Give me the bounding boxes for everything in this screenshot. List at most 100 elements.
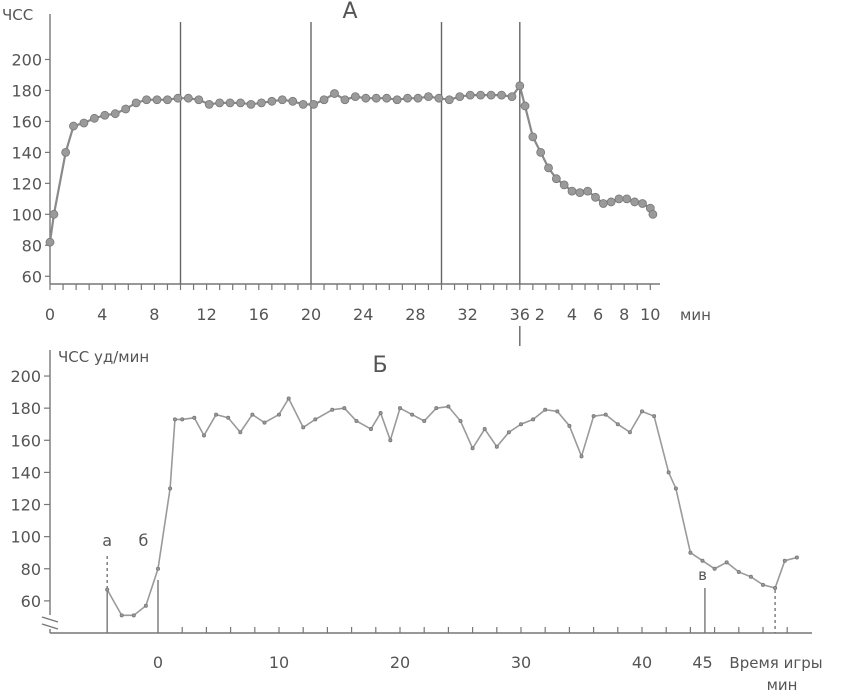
panel-a-x-tick-label: 36 (510, 305, 530, 324)
panel-b-y-tick-label: 180 (10, 399, 41, 418)
panel-b-y-tick-label: 200 (10, 367, 41, 386)
panel-a-data-point (606, 197, 616, 207)
panel-a-data-point (194, 95, 204, 105)
panel-b-data-point (712, 566, 717, 571)
panel-b-data-point (238, 430, 243, 435)
panel-a-data-point (61, 147, 71, 157)
panel-b-data-point (301, 425, 306, 430)
panel-b-data-point (180, 417, 185, 422)
panel-b-y-tick-label: 160 (10, 431, 41, 450)
panel-a-data-point (277, 95, 287, 105)
panel-b-annotation: б (139, 531, 149, 550)
panel-a-x-tick-label: 6 (593, 305, 603, 324)
panel-b-data-point (262, 420, 267, 425)
panel-b-x-tick-label: 20 (390, 653, 410, 672)
panel-a-data-point (622, 194, 632, 204)
panel-a-data-point (520, 101, 530, 111)
panel-b-annotation: в (698, 566, 707, 584)
panel-b-data-point (201, 433, 206, 438)
panel-a-data-point (536, 147, 546, 157)
panel-b-data-point (214, 412, 219, 417)
panel-b-data-point (342, 406, 347, 411)
panel-b-title: Б (372, 353, 387, 378)
panel-a-data-point (288, 96, 298, 106)
panel-b-y-tick-label: 140 (10, 463, 41, 482)
panel-b-data-point (286, 396, 291, 401)
panel-a-data-point (598, 199, 608, 208)
panel-b-data-point (494, 444, 499, 449)
panel-a-x-tick-label: 28 (405, 305, 425, 324)
panel-a-y-tick-label: 200 (11, 50, 42, 69)
panel-a-data-point (100, 110, 110, 120)
panel-b-data-point (131, 613, 136, 618)
panel-a-data-point (121, 104, 131, 114)
panel-a-x-tick-label: 8 (149, 305, 159, 324)
panel-a-data-point (246, 99, 256, 109)
panel-a-y-tick-label: 120 (11, 174, 42, 193)
panel-b-data-point (119, 613, 124, 618)
panel-a-data-point (79, 118, 89, 128)
panel-a-data-point (528, 132, 538, 142)
panel-b-xlabel: мин (767, 676, 798, 694)
panel-b-data-point (226, 415, 231, 420)
panel-b-data-point (434, 406, 439, 411)
panel-a-data-point (131, 98, 141, 108)
panel-b-data-point (531, 417, 536, 422)
panel-b-annotation: а (102, 531, 112, 550)
panel-a-data-point (614, 194, 624, 204)
panel-a-data-point (567, 186, 577, 196)
panel-b-data-point (555, 409, 560, 414)
panel-b-data-point (782, 558, 787, 563)
panel-a-data-point (45, 237, 55, 247)
panel-b-x-tick-label: 30 (511, 653, 531, 672)
panel-b-y-tick-label: 80 (21, 560, 41, 579)
panel-a-x-tick-label: 4 (97, 305, 107, 324)
panel-b-data-point (700, 558, 705, 563)
panel-a-data-point (319, 95, 329, 105)
panel-b-data-point (470, 446, 475, 451)
panel-a-data-point (163, 95, 172, 105)
panel-a-data-point (257, 98, 266, 108)
panel-b-data-point (567, 423, 572, 428)
panel-b-data-point (794, 555, 799, 560)
panel-b-data-point (748, 574, 753, 579)
panel-b-data-point (761, 582, 766, 587)
panel-a-data-point (215, 98, 225, 108)
panel-a-x-tick-label: 12 (196, 305, 216, 324)
panel-a-x-unit: мин (680, 306, 711, 324)
panel-b-data-point (666, 470, 671, 475)
panel-b-data-point (627, 430, 632, 435)
panel-a-data-point (497, 90, 506, 100)
panel-a-series-line (48, 83, 654, 243)
panel-a-data-point (204, 99, 214, 109)
panel-a-data-point (424, 92, 433, 102)
panel-a-data-point (142, 95, 151, 105)
panel-a-data-point (89, 113, 99, 123)
panel-a-x-tick-label: 10 (640, 305, 660, 324)
panel-b-data-point (688, 550, 693, 555)
panel-b-data-point (736, 569, 741, 574)
panel-b-data-point (388, 438, 393, 443)
panel-b-x-tick-label: 0 (153, 653, 163, 672)
panel-a-data-point (486, 90, 496, 100)
panel-b-data-point (519, 422, 524, 427)
panel-a-data-point (591, 192, 600, 202)
panel-a-data-point (371, 93, 381, 103)
panel-b-series-line (106, 396, 798, 617)
panel-b-data-point (172, 417, 177, 422)
panel-a-title: А (342, 0, 357, 24)
panel-b-y-tick-label: 120 (10, 496, 41, 515)
panel-a-data-point (648, 209, 658, 219)
panel-a-y-tick-label: 60 (22, 267, 42, 286)
panel-a-data-point (298, 99, 308, 109)
panel-a-data-point (515, 81, 525, 91)
panel-a-y-tick-label: 140 (11, 143, 42, 162)
panel-a-data-point (110, 109, 120, 119)
panel-b-data-point (724, 560, 729, 565)
panel-b-data-point (773, 586, 778, 591)
panel-a-x-tick-label: 20 (301, 305, 321, 324)
panel-b-data-point (640, 409, 645, 414)
panel-a-x-tick-label: 8 (619, 305, 629, 324)
